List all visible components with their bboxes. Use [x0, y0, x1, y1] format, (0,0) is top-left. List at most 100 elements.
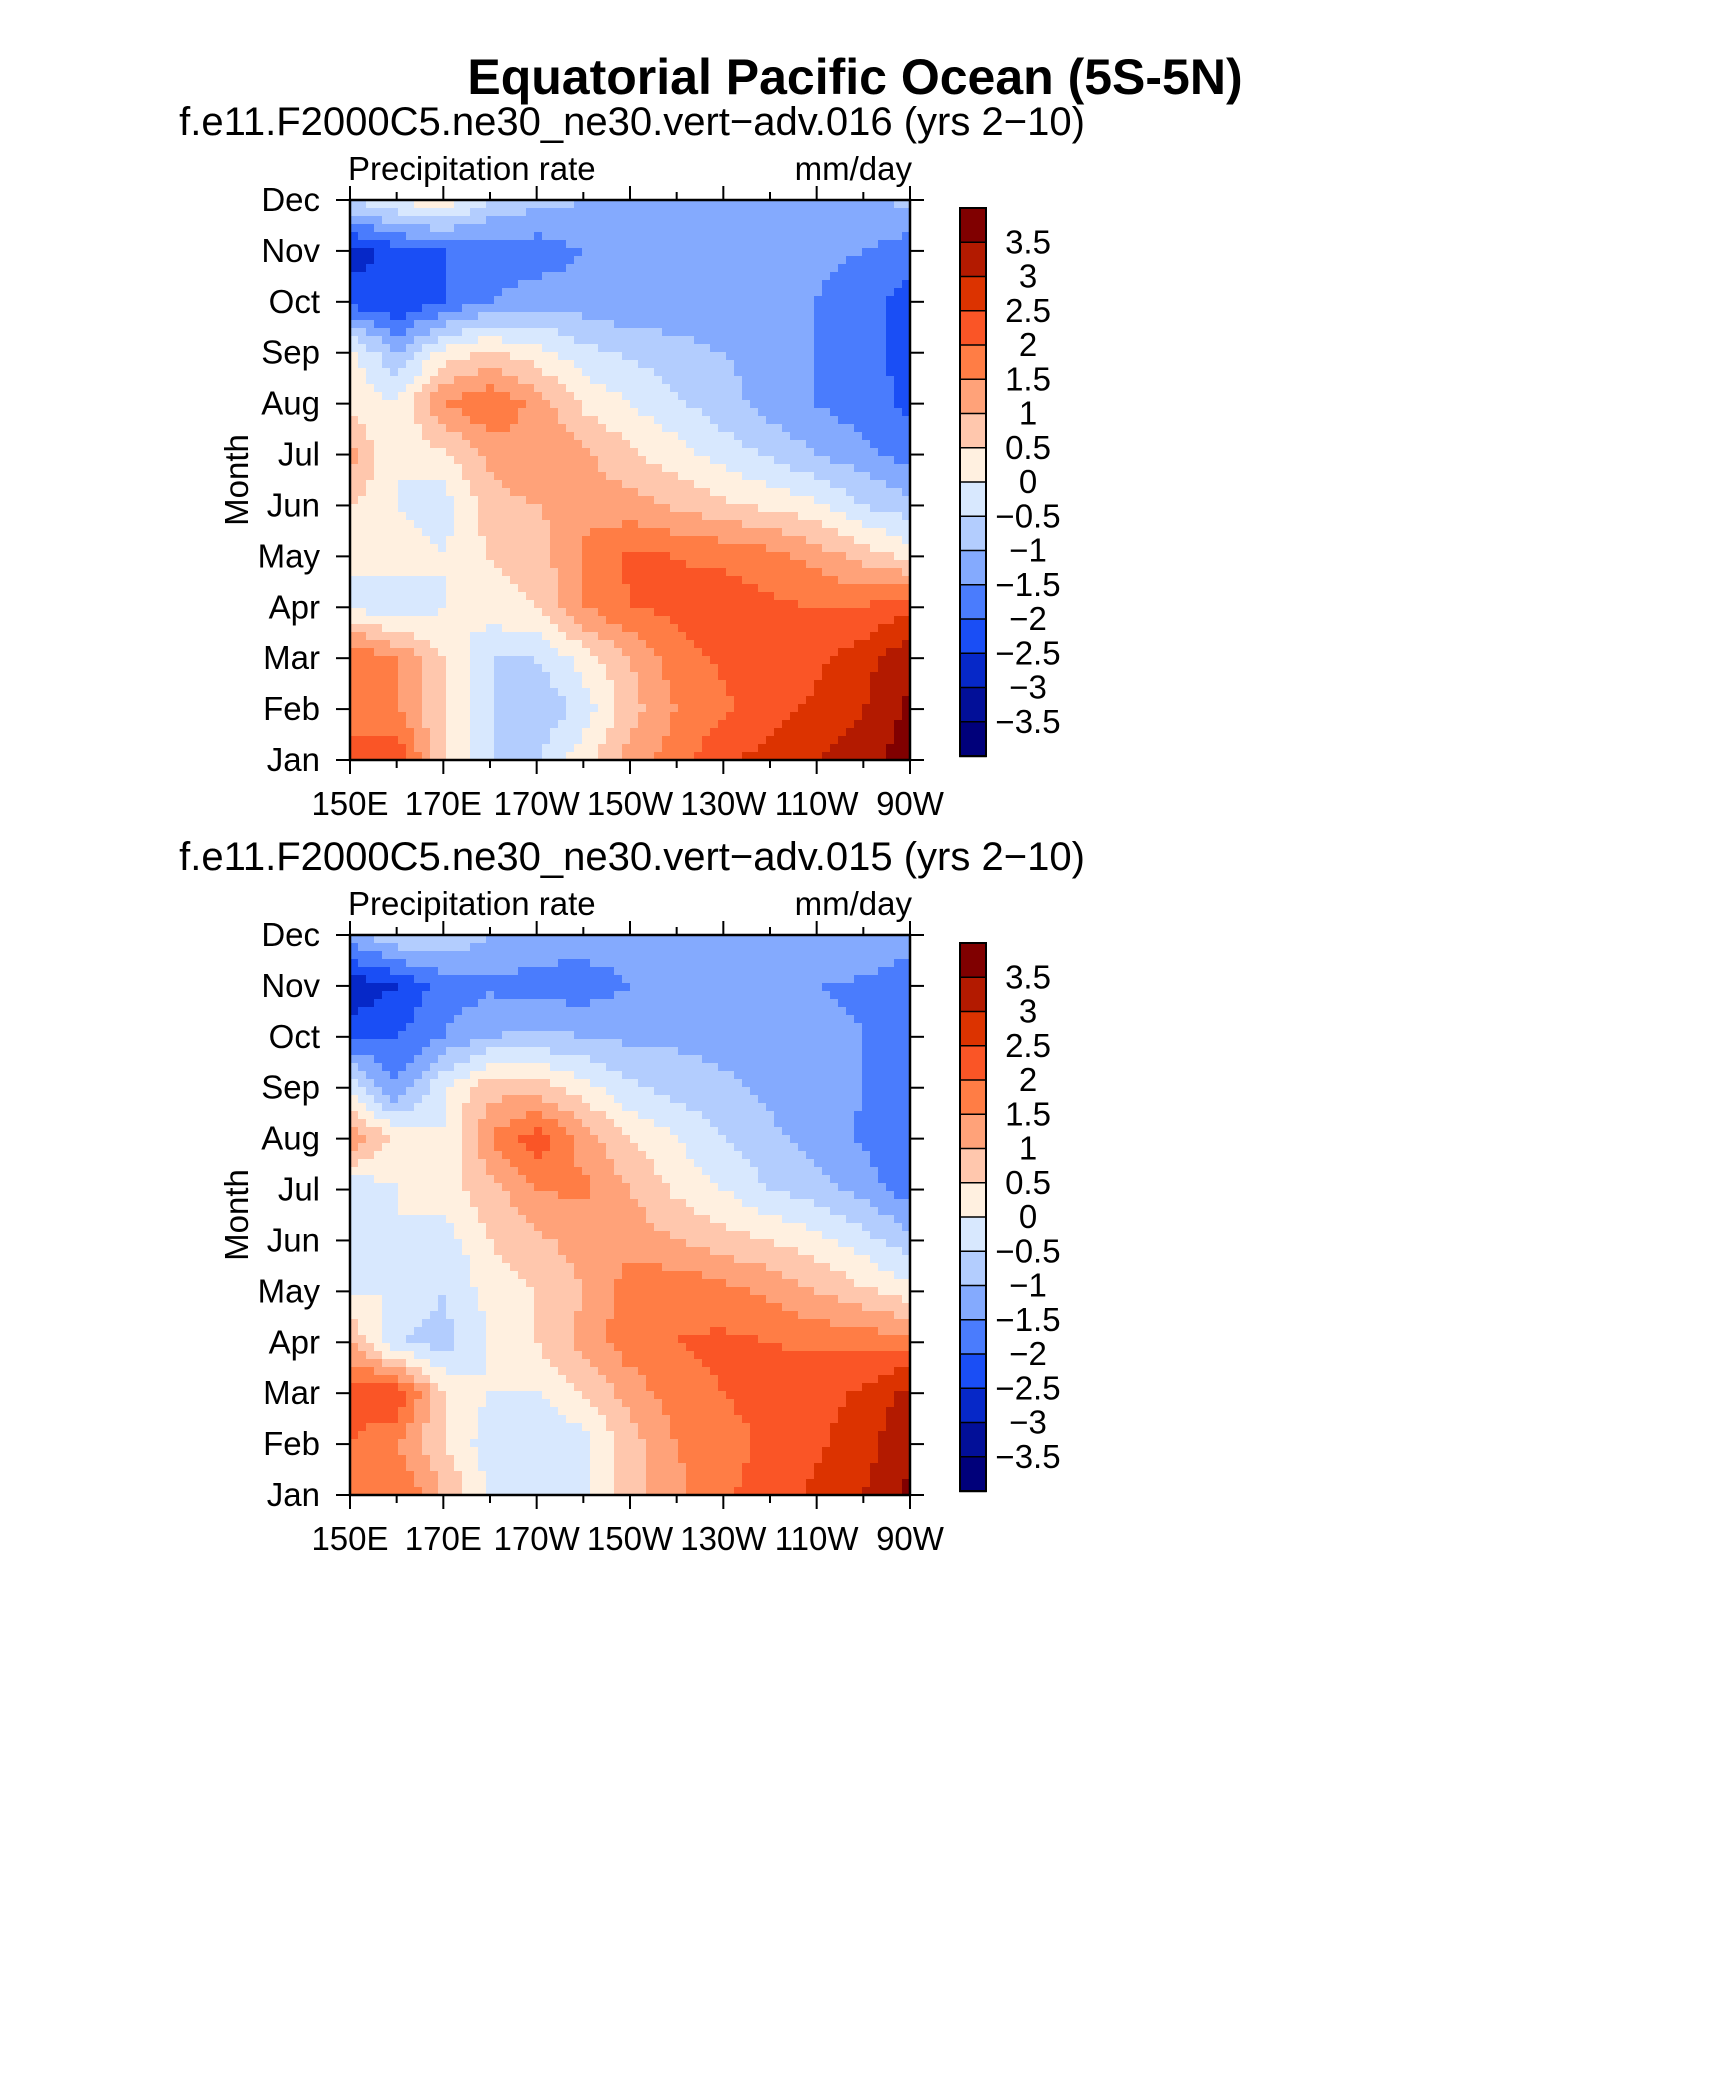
heatmap-cell	[774, 232, 783, 241]
heatmap-cell	[406, 520, 415, 529]
heatmap-cell	[390, 496, 399, 505]
heatmap-cell	[454, 488, 463, 497]
heatmap-cell	[654, 408, 663, 417]
heatmap-cell	[350, 288, 359, 297]
heatmap-cell	[470, 472, 479, 481]
heatmap-cell	[526, 672, 535, 681]
heatmap-cell	[902, 560, 911, 569]
heatmap-cell	[598, 552, 607, 561]
heatmap-cell	[406, 512, 415, 521]
heatmap-cell	[446, 736, 455, 745]
heatmap-cell	[814, 512, 823, 521]
heatmap-cell	[462, 296, 471, 305]
heatmap-cell	[670, 696, 679, 705]
heatmap-cell	[782, 432, 791, 441]
heatmap-cell	[718, 408, 727, 417]
heatmap-cell	[446, 688, 455, 697]
heatmap-cell	[822, 512, 831, 521]
heatmap-cell	[582, 472, 591, 481]
heatmap-cell	[494, 368, 503, 377]
heatmap-cell	[494, 416, 503, 425]
heatmap-cell	[822, 320, 831, 329]
heatmap-cell	[534, 736, 543, 745]
heatmap-cell	[870, 472, 879, 481]
heatmap-cell	[382, 360, 391, 369]
heatmap-cell	[566, 576, 575, 585]
heatmap-cell	[446, 432, 455, 441]
heatmap-cell	[734, 200, 743, 209]
heatmap-cell	[542, 752, 551, 761]
heatmap-cell	[446, 576, 455, 585]
heatmap-cell	[398, 536, 407, 545]
heatmap-cell	[382, 408, 391, 417]
heatmap-cell	[534, 488, 543, 497]
y-tick-label: Nov	[261, 232, 320, 269]
heatmap-cell	[462, 632, 471, 641]
heatmap-cell	[350, 488, 359, 497]
heatmap-cell	[742, 472, 751, 481]
heatmap-cell	[542, 208, 551, 217]
heatmap-cell	[694, 304, 703, 313]
heatmap-cell	[862, 360, 871, 369]
heatmap-cell	[574, 304, 583, 313]
heatmap-cell	[742, 712, 751, 721]
heatmap-cell	[822, 480, 831, 489]
heatmap-cell	[710, 560, 719, 569]
heatmap-cell	[366, 608, 375, 617]
heatmap-cell	[766, 352, 775, 361]
heatmap-cell	[694, 680, 703, 689]
heatmap-cell	[478, 512, 487, 521]
heatmap-cell	[390, 344, 399, 353]
heatmap-cell	[782, 256, 791, 265]
heatmap-cell	[350, 400, 359, 409]
heatmap-cell	[886, 600, 895, 609]
heatmap-cell	[886, 280, 895, 289]
heatmap-cell	[454, 376, 463, 385]
heatmap-cell	[718, 224, 727, 233]
heatmap-cell	[638, 464, 647, 473]
heatmap-cell	[902, 272, 911, 281]
heatmap-cell	[798, 688, 807, 697]
heatmap-cell	[806, 544, 815, 553]
heatmap-cell	[654, 264, 663, 273]
heatmap-cell	[462, 752, 471, 761]
heatmap-cell	[494, 304, 503, 313]
heatmap-cell	[734, 336, 743, 345]
heatmap-cell	[758, 464, 767, 473]
heatmap-cell	[622, 392, 631, 401]
heatmap-cell	[742, 736, 751, 745]
heatmap-cell	[718, 624, 727, 633]
heatmap-cell	[766, 440, 775, 449]
heatmap-cell	[862, 400, 871, 409]
heatmap-cell	[822, 688, 831, 697]
heatmap-cell	[718, 336, 727, 345]
heatmap-cell	[662, 728, 671, 737]
heatmap-cell	[582, 624, 591, 633]
heatmap-cell	[598, 232, 607, 241]
heatmap-cell	[838, 240, 847, 249]
heatmap-cell	[670, 496, 679, 505]
heatmap-cell	[502, 240, 511, 249]
heatmap-cell	[494, 464, 503, 473]
heatmap-cell	[582, 480, 591, 489]
heatmap-cell	[398, 544, 407, 553]
heatmap-cell	[510, 712, 519, 721]
heatmap-cell	[438, 376, 447, 385]
heatmap-cell	[438, 592, 447, 601]
heatmap-cell	[798, 200, 807, 209]
heatmap-cell	[486, 560, 495, 569]
heatmap-cell	[606, 528, 615, 537]
heatmap-cell	[590, 600, 599, 609]
heatmap-cell	[614, 608, 623, 617]
heatmap-cell	[782, 480, 791, 489]
heatmap-cell	[886, 568, 895, 577]
heatmap-cell	[686, 440, 695, 449]
heatmap-cell	[638, 624, 647, 633]
heatmap-cell	[526, 688, 535, 697]
heatmap-cell	[622, 320, 631, 329]
heatmap-cell	[398, 280, 407, 289]
heatmap-cell	[486, 688, 495, 697]
heatmap-cell	[550, 280, 559, 289]
heatmap-cell	[382, 256, 391, 265]
heatmap-cell	[766, 560, 775, 569]
